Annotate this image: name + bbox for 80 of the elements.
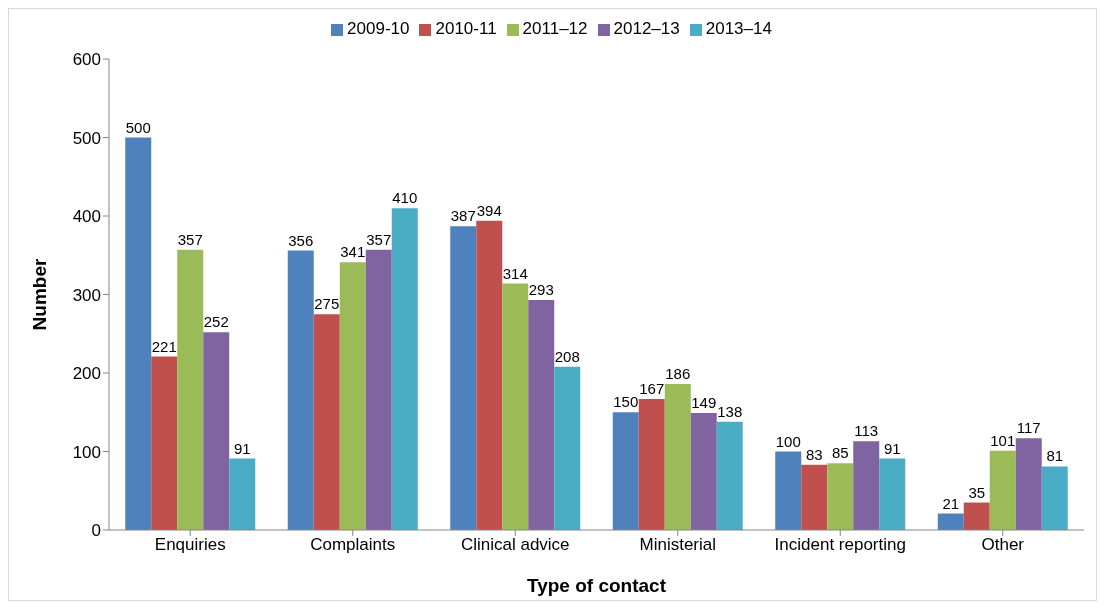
legend-label: 2009-10 <box>347 19 410 38</box>
y-tick-label: 400 <box>72 207 101 227</box>
bar <box>528 300 555 530</box>
data-label: 356 <box>288 231 314 249</box>
data-label: 357 <box>177 230 203 248</box>
y-tick-label: 300 <box>72 285 101 305</box>
x-tick-label: Clinical advice <box>460 535 570 555</box>
data-label: 208 <box>554 347 580 365</box>
bar <box>339 262 366 530</box>
x-axis-title: Type of contact <box>527 575 667 596</box>
legend-label: 2013–14 <box>705 19 772 38</box>
bar <box>502 283 529 530</box>
data-label: 275 <box>314 295 340 313</box>
data-label: 117 <box>1016 419 1041 437</box>
bar <box>853 441 880 530</box>
x-tick-label: Enquiries <box>154 535 226 555</box>
data-label: 500 <box>125 118 151 136</box>
bar <box>775 451 802 530</box>
data-label: 81 <box>1046 447 1064 465</box>
data-label: 387 <box>450 207 476 225</box>
bar <box>229 458 256 530</box>
bar <box>151 356 178 530</box>
bar <box>476 220 503 530</box>
x-tick-label: Complaints <box>310 535 396 555</box>
data-label: 314 <box>502 264 528 282</box>
bar <box>827 463 854 530</box>
bar <box>203 332 230 530</box>
bar <box>125 137 152 530</box>
x-tick-label: Other <box>981 535 1025 555</box>
x-tick-label: Incident reporting <box>774 535 906 555</box>
x-tick-label: Ministerial <box>639 535 717 555</box>
y-tick-label: 100 <box>72 442 101 462</box>
bar <box>638 398 665 530</box>
data-label: 394 <box>476 201 502 219</box>
data-label: 150 <box>613 393 639 411</box>
bar <box>1015 438 1042 530</box>
data-label: 410 <box>392 189 418 207</box>
data-label: 113 <box>854 422 879 440</box>
bar <box>1041 466 1068 530</box>
y-tick-label: 500 <box>72 128 101 148</box>
bar <box>690 413 717 530</box>
bar <box>937 513 964 530</box>
data-label: 21 <box>942 494 960 512</box>
data-label: 293 <box>528 280 554 298</box>
bar <box>801 464 828 530</box>
data-label: 341 <box>340 243 366 261</box>
data-label: 91 <box>233 439 251 457</box>
bar <box>612 412 639 530</box>
bar <box>450 226 477 530</box>
data-label: 167 <box>639 379 665 397</box>
data-label: 101 <box>990 431 1016 449</box>
bar <box>554 366 581 530</box>
data-label: 357 <box>366 230 392 248</box>
data-label: 85 <box>831 444 849 462</box>
legend-label: 2011–12 <box>522 19 588 38</box>
bar <box>716 421 743 530</box>
bar <box>963 502 990 530</box>
legend-label: 2012–13 <box>613 19 680 38</box>
data-label: 35 <box>968 483 986 501</box>
bar <box>391 208 418 530</box>
bar <box>287 250 314 530</box>
data-label: 83 <box>805 445 823 463</box>
bar <box>664 383 691 530</box>
y-tick-label: 0 <box>91 521 101 541</box>
data-label: 252 <box>203 313 229 331</box>
data-label: 138 <box>717 402 743 420</box>
y-axis-title: Number <box>28 258 50 331</box>
data-label: 91 <box>883 439 901 457</box>
data-label: 221 <box>151 337 177 355</box>
data-label: 100 <box>775 432 801 450</box>
bar <box>313 314 340 530</box>
bar <box>177 249 204 530</box>
bar <box>879 458 906 530</box>
bar <box>365 249 392 530</box>
bar <box>989 450 1016 530</box>
legend-label: 2010-11 <box>435 19 497 38</box>
y-tick-label: 600 <box>72 50 101 70</box>
data-label: 186 <box>665 364 691 382</box>
y-tick-label: 200 <box>72 364 101 384</box>
data-label: 149 <box>691 394 717 412</box>
